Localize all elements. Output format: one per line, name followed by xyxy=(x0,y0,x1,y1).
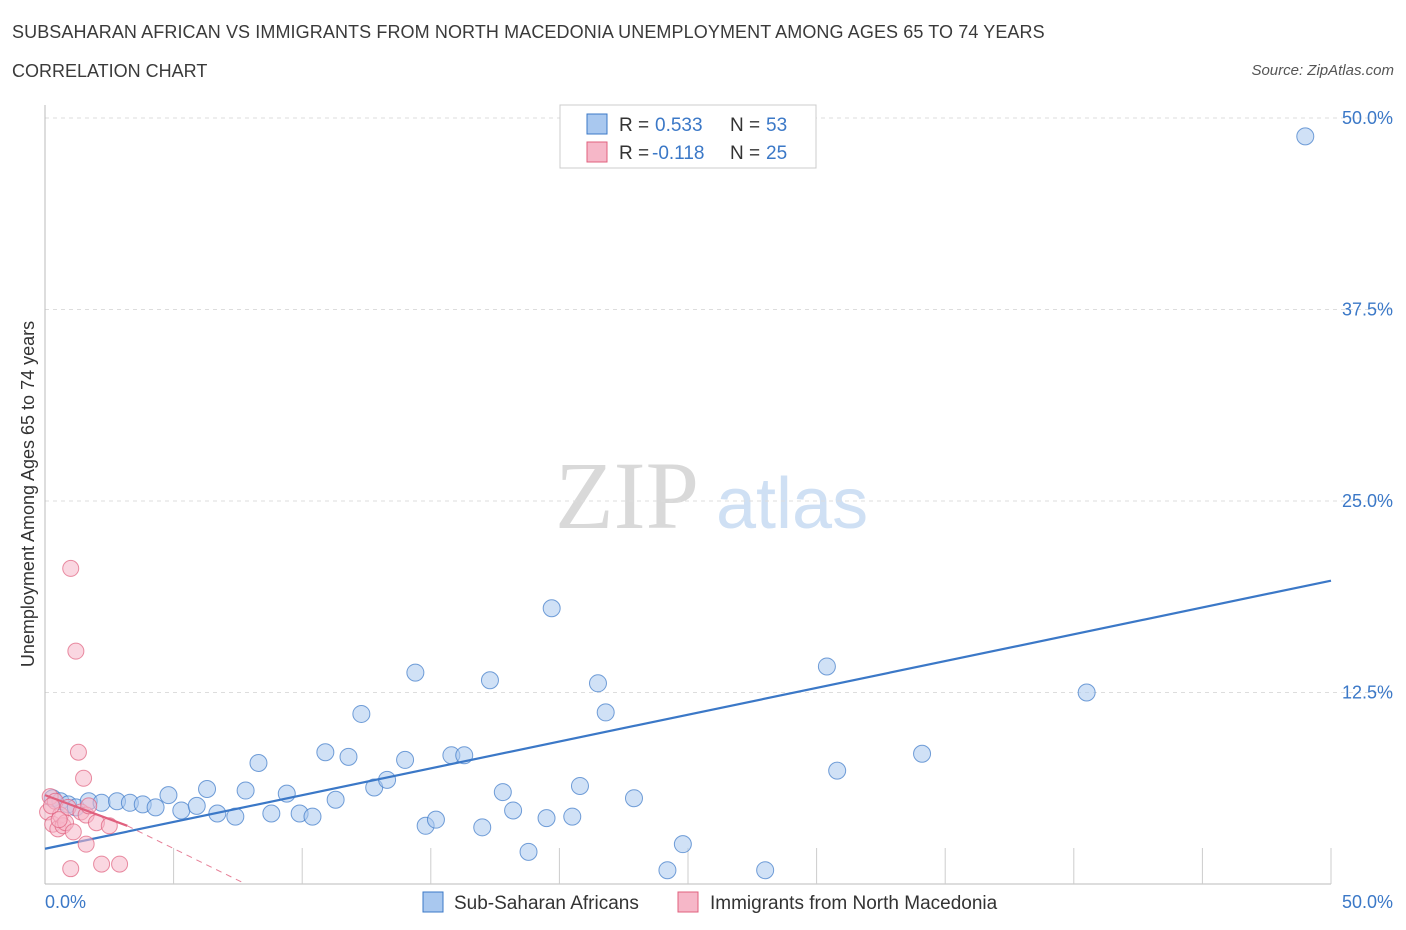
x-tick-marks xyxy=(173,848,1332,884)
legend-r-value-2: -0.118 xyxy=(652,143,704,164)
data-point xyxy=(504,801,523,820)
data-point xyxy=(303,807,322,826)
data-point xyxy=(537,809,556,828)
data-point xyxy=(570,776,589,795)
data-point xyxy=(756,861,775,880)
data-point xyxy=(596,703,615,722)
data-point xyxy=(624,789,643,808)
data-point xyxy=(542,599,561,618)
data-point xyxy=(159,786,178,805)
data-point xyxy=(563,807,582,826)
data-point xyxy=(146,798,165,817)
data-point xyxy=(75,769,93,787)
data-point xyxy=(67,642,85,660)
y-tick-label: 37.5% xyxy=(1342,300,1393,320)
data-point xyxy=(519,842,538,861)
data-point xyxy=(64,823,82,841)
data-point xyxy=(77,835,95,853)
y-tick-label: 25.0% xyxy=(1342,491,1393,511)
data-point xyxy=(480,671,499,690)
legend-n-value-1: 53 xyxy=(766,115,787,136)
data-point xyxy=(198,780,217,799)
legend-r-value-1: 0.533 xyxy=(655,115,703,136)
data-point xyxy=(262,804,281,823)
y-tick-label: 12.5% xyxy=(1342,683,1393,703)
series-north-macedonia xyxy=(39,559,246,885)
legend-r-label-1: R = xyxy=(619,115,649,136)
data-point xyxy=(62,559,80,577)
bottom-legend-label-blue: Sub-Saharan Africans xyxy=(454,893,639,914)
bottom-legend-swatch-blue xyxy=(422,891,444,913)
trend-line xyxy=(44,579,1332,850)
gridlines xyxy=(45,117,1392,693)
data-point xyxy=(69,743,87,761)
correlation-legend: R = 0.533 N = 53 R = -0.118 N = 25 xyxy=(559,104,817,169)
data-point xyxy=(111,855,129,873)
data-point xyxy=(588,674,607,693)
data-point xyxy=(326,790,345,809)
x-tick-label-max: 50.0% xyxy=(1342,892,1393,912)
data-point xyxy=(316,743,335,762)
legend-n-label-1: N = xyxy=(730,115,760,136)
trend-line xyxy=(44,794,128,827)
source-label: Source: ZipAtlas.com xyxy=(1251,62,1394,79)
data-point xyxy=(187,796,206,815)
legend-swatch-pink xyxy=(586,141,608,163)
legend-swatch-blue xyxy=(586,113,608,135)
legend-r-label-2: R = xyxy=(619,143,649,164)
data-point xyxy=(473,818,492,837)
data-point xyxy=(913,744,932,763)
data-point xyxy=(658,861,677,880)
series-legend: Sub-Saharan Africans Immigrants from Nor… xyxy=(422,891,998,914)
data-point xyxy=(406,663,425,682)
data-point xyxy=(1077,683,1096,702)
chart-title: SUBSAHARAN AFRICAN VS IMMIGRANTS FROM NO… xyxy=(12,22,1045,42)
y-tick-label: 50.0% xyxy=(1342,108,1393,128)
data-point xyxy=(62,860,80,878)
data-point xyxy=(50,811,68,829)
data-point xyxy=(236,781,255,800)
y-axis-title: Unemployment Among Ages 65 to 74 years xyxy=(18,321,38,667)
data-point xyxy=(100,817,118,835)
data-point xyxy=(426,810,445,829)
data-point xyxy=(378,770,397,789)
watermark-atlas: atlas xyxy=(716,464,868,544)
legend-n-value-2: 25 xyxy=(766,143,787,164)
data-point xyxy=(673,835,692,854)
series-layer xyxy=(39,127,1332,885)
data-point xyxy=(93,855,111,873)
data-point xyxy=(352,704,371,723)
data-point xyxy=(249,753,268,772)
y-tick-labels: 12.5% 25.0% 37.5% 50.0% xyxy=(1342,108,1393,703)
data-point xyxy=(828,761,847,780)
bottom-legend-label-pink: Immigrants from North Macedonia xyxy=(710,893,998,914)
data-point xyxy=(1296,127,1315,146)
bottom-legend-swatch-pink xyxy=(677,891,699,913)
data-point xyxy=(493,783,512,802)
chart-subtitle: CORRELATION CHART xyxy=(12,61,208,81)
legend-n-label-2: N = xyxy=(730,143,760,164)
data-point xyxy=(172,801,191,820)
watermark-zip: ZIP xyxy=(555,442,699,549)
data-point xyxy=(396,750,415,769)
data-point xyxy=(339,747,358,766)
data-point xyxy=(817,657,836,676)
x-tick-label-min: 0.0% xyxy=(45,892,86,912)
trend-line-extension xyxy=(127,825,246,885)
